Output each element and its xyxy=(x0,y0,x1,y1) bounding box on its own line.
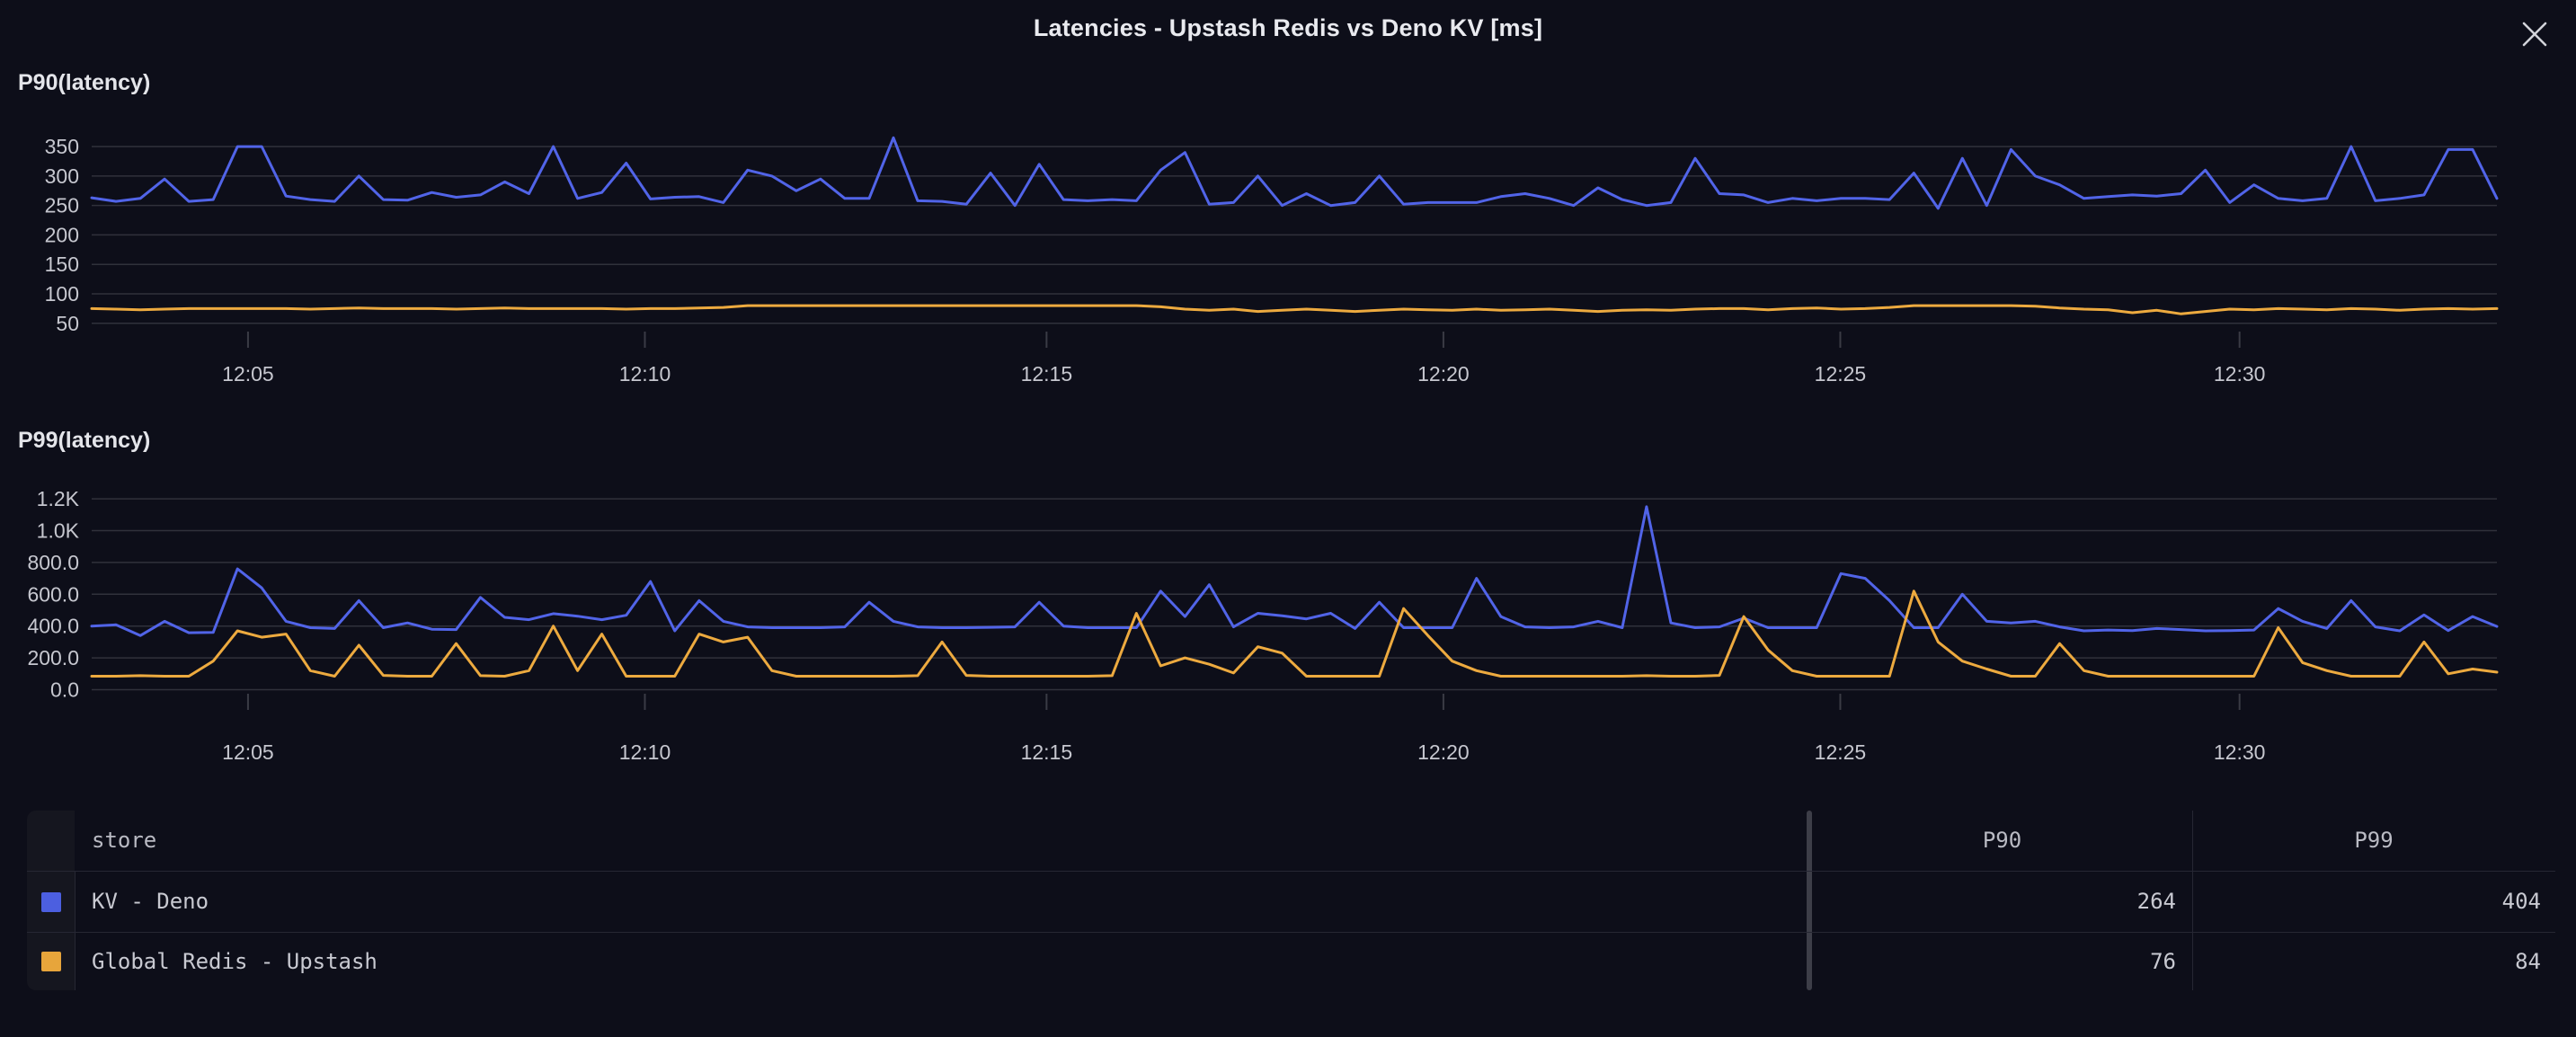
svg-text:400.0: 400.0 xyxy=(27,615,79,638)
svg-text:12:20: 12:20 xyxy=(1417,362,1470,386)
latency-table: store P90 P99 KV - Deno 264 404 Global R… xyxy=(27,811,2555,990)
swatch-column-separator xyxy=(75,871,76,990)
p90-value: 264 xyxy=(2136,889,2176,914)
svg-text:12:10: 12:10 xyxy=(619,740,671,764)
p99-chart-title: P99(latency) xyxy=(18,428,151,453)
svg-text:800.0: 800.0 xyxy=(27,551,79,574)
table-header-store[interactable]: store xyxy=(92,828,157,853)
table-column-divider[interactable] xyxy=(1807,811,1812,990)
store-name: KV - Deno xyxy=(92,889,209,914)
p90-chart-title: P90(latency) xyxy=(18,70,151,95)
svg-text:12:10: 12:10 xyxy=(619,362,671,386)
svg-text:12:05: 12:05 xyxy=(222,362,274,386)
p99-value: 404 xyxy=(2501,889,2541,914)
close-icon xyxy=(2522,22,2547,47)
svg-text:12:30: 12:30 xyxy=(2214,740,2266,764)
svg-text:12:30: 12:30 xyxy=(2214,362,2266,386)
svg-text:12:25: 12:25 xyxy=(1815,740,1867,764)
svg-text:350: 350 xyxy=(45,135,79,158)
table-row-global-redis[interactable]: Global Redis - Upstash 76 84 xyxy=(27,933,2555,990)
column-separator xyxy=(2192,811,2193,990)
svg-text:12:20: 12:20 xyxy=(1417,740,1470,764)
svg-text:100: 100 xyxy=(45,282,79,306)
table-header-p90[interactable]: P90 xyxy=(1982,828,2022,853)
table-header-p99[interactable]: P99 xyxy=(2354,828,2394,853)
svg-text:0.0: 0.0 xyxy=(50,678,79,702)
page-title: Latencies - Upstash Redis vs Deno KV [ms… xyxy=(1033,14,1543,41)
table-row-kv-deno[interactable]: KV - Deno 264 404 xyxy=(27,872,2555,932)
svg-text:12:05: 12:05 xyxy=(222,740,274,764)
svg-text:12:25: 12:25 xyxy=(1815,362,1867,386)
close-button[interactable] xyxy=(2515,14,2554,54)
svg-text:12:15: 12:15 xyxy=(1021,740,1073,764)
svg-text:1.2K: 1.2K xyxy=(37,487,80,510)
svg-text:200: 200 xyxy=(45,223,79,246)
store-name: Global Redis - Upstash xyxy=(92,949,378,974)
row-separator xyxy=(27,932,2555,933)
p99-value: 84 xyxy=(2515,949,2541,974)
svg-text:300: 300 xyxy=(45,164,79,188)
series-color-swatch-1 xyxy=(41,952,61,971)
svg-text:12:15: 12:15 xyxy=(1021,362,1073,386)
series-color-swatch-0 xyxy=(41,891,61,912)
svg-text:250: 250 xyxy=(45,194,79,217)
row-separator xyxy=(27,871,2555,872)
svg-text:50: 50 xyxy=(56,312,79,335)
svg-text:1.0K: 1.0K xyxy=(37,518,80,542)
p90-value: 76 xyxy=(2150,949,2176,974)
svg-text:600.0: 600.0 xyxy=(27,582,79,606)
svg-text:200.0: 200.0 xyxy=(27,646,79,669)
svg-text:150: 150 xyxy=(45,253,79,276)
